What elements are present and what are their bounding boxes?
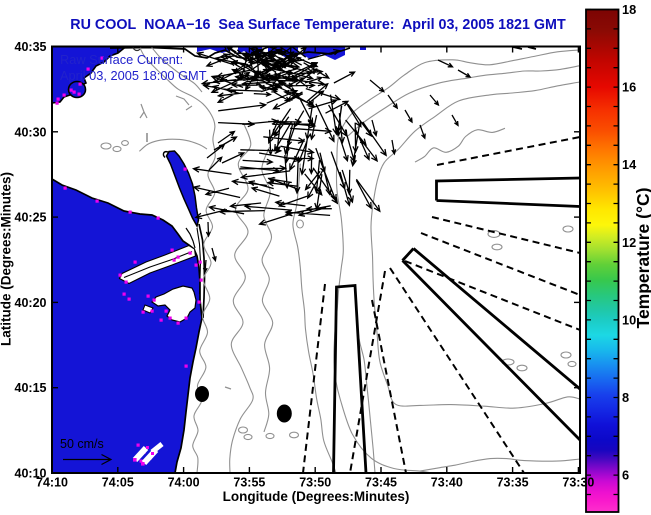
svg-text:18: 18: [622, 2, 636, 17]
svg-text:74:05: 74:05: [102, 476, 134, 490]
svg-text:8: 8: [622, 390, 629, 405]
svg-text:73:55: 73:55: [233, 476, 265, 490]
svg-text:40:30: 40:30: [15, 125, 47, 139]
svg-text:40:35: 40:35: [15, 40, 47, 54]
svg-text:40:20: 40:20: [15, 296, 47, 310]
svg-text:50 cm/s: 50 cm/s: [60, 437, 104, 451]
svg-text:April 03, 2005 18:00 GMT: April 03, 2005 18:00 GMT: [60, 68, 207, 83]
svg-text:73:30: 73:30: [562, 476, 594, 490]
svg-text:12: 12: [622, 235, 636, 250]
svg-text:74:10: 74:10: [36, 476, 68, 490]
svg-text:6: 6: [622, 468, 629, 483]
svg-text:40:25: 40:25: [15, 211, 47, 225]
svg-text:RU COOL NOAA−16 Sea Surface: RU COOL NOAA−16 Sea Surface Temperature:…: [70, 17, 566, 33]
svg-text:Latitude (Degrees:Minutes): Latitude (Degrees:Minutes): [0, 172, 14, 346]
svg-text:14: 14: [622, 157, 637, 172]
svg-text:40:15: 40:15: [15, 381, 47, 395]
svg-text:16: 16: [622, 80, 636, 95]
svg-text:10: 10: [622, 312, 636, 327]
svg-text:Raw Surface Current:: Raw Surface Current:: [60, 52, 183, 67]
svg-text:73:40: 73:40: [431, 476, 463, 490]
svg-text:Temperature (°C): Temperature (°C): [633, 188, 651, 329]
svg-text:40:10: 40:10: [15, 467, 47, 481]
svg-text:73:35: 73:35: [497, 476, 529, 490]
svg-text:74:00: 74:00: [168, 476, 200, 490]
svg-text:Longitude (Degrees:Minutes): Longitude (Degrees:Minutes): [223, 489, 410, 504]
svg-text:73:50: 73:50: [299, 476, 331, 490]
svg-text:73:45: 73:45: [365, 476, 397, 490]
